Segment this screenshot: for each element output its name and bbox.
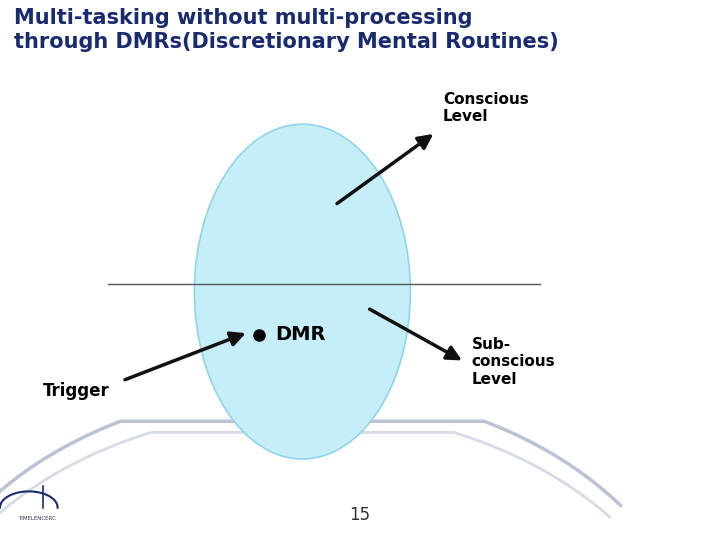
Text: TIMELENCERC: TIMELENCERC [18, 516, 55, 521]
Text: 15: 15 [349, 506, 371, 524]
Ellipse shape [194, 124, 410, 459]
Text: Conscious
Level: Conscious Level [443, 92, 528, 124]
Text: DMR: DMR [275, 325, 325, 345]
Text: Sub-
conscious
Level: Sub- conscious Level [472, 337, 555, 387]
Text: Trigger: Trigger [43, 382, 110, 401]
Text: Multi-tasking without multi-processing
through DMRs(Discretionary Mental Routine: Multi-tasking without multi-processing t… [14, 8, 559, 52]
